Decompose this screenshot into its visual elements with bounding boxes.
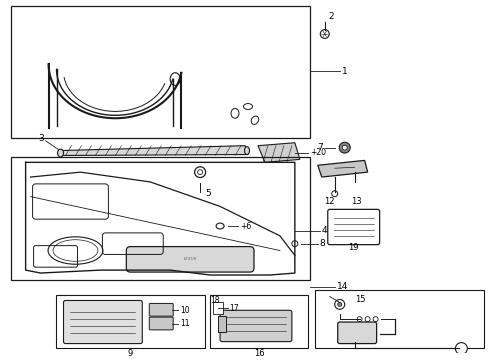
Bar [210, 294, 308, 347]
Text: 5: 5 [205, 189, 211, 198]
Text: 3: 3 [38, 134, 44, 143]
Text: 11: 11 [180, 319, 190, 328]
FancyBboxPatch shape [328, 210, 380, 245]
FancyBboxPatch shape [149, 303, 173, 316]
Text: 1: 1 [342, 67, 347, 76]
Polygon shape [258, 143, 300, 162]
Text: 16: 16 [254, 350, 264, 359]
Text: 2: 2 [329, 12, 334, 21]
Ellipse shape [245, 147, 249, 154]
Bar [315, 290, 484, 347]
Bar [11, 6, 310, 138]
Ellipse shape [342, 145, 347, 150]
Text: +6: +6 [240, 221, 251, 230]
FancyBboxPatch shape [220, 310, 292, 342]
Text: 14: 14 [337, 282, 348, 291]
FancyBboxPatch shape [126, 247, 254, 272]
Ellipse shape [338, 302, 342, 306]
Text: 8: 8 [320, 239, 325, 248]
Ellipse shape [339, 142, 350, 153]
Text: 15: 15 [355, 295, 365, 304]
Text: 19: 19 [348, 243, 359, 252]
Text: 12: 12 [324, 197, 335, 206]
Text: 9: 9 [128, 350, 133, 359]
FancyBboxPatch shape [149, 317, 173, 330]
Ellipse shape [57, 149, 64, 157]
Bar [218, 316, 226, 332]
FancyBboxPatch shape [338, 322, 377, 343]
Polygon shape [318, 161, 368, 177]
Bar [213, 302, 223, 314]
Text: LEXUS: LEXUS [183, 257, 197, 261]
Text: 17: 17 [229, 304, 239, 313]
Bar [11, 157, 310, 280]
Text: 7: 7 [317, 143, 323, 152]
FancyBboxPatch shape [64, 301, 142, 343]
Ellipse shape [455, 343, 467, 354]
Polygon shape [58, 146, 248, 156]
Bar [55, 294, 205, 347]
Text: 13: 13 [351, 197, 362, 206]
Text: 18: 18 [210, 296, 220, 305]
Text: +20: +20 [310, 148, 326, 157]
Text: 4: 4 [322, 226, 327, 235]
Text: 10: 10 [180, 306, 190, 315]
